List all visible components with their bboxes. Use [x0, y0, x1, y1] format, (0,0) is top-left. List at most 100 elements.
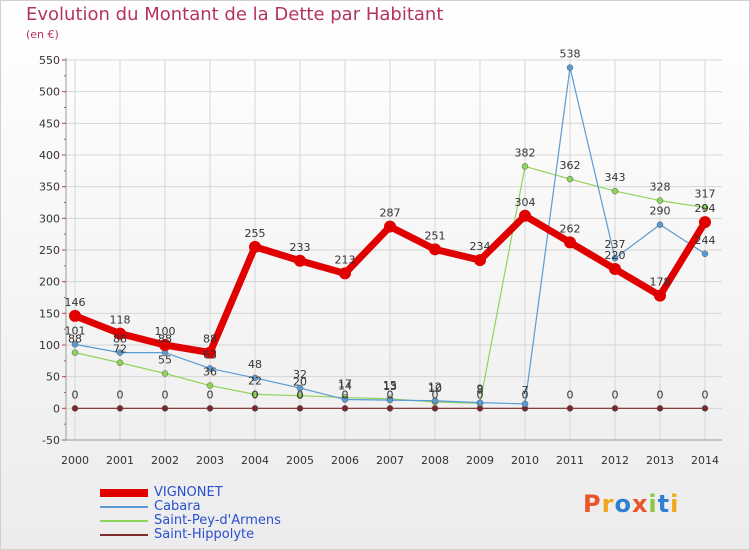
data-label-1: 32 — [293, 368, 307, 381]
data-point-3 — [611, 405, 619, 412]
data-label-3: 0 — [342, 388, 349, 401]
data-point-3 — [341, 405, 349, 412]
chart-title: Evolution du Montant de la Dette par Hab… — [26, 4, 444, 25]
x-tick-label: 2013 — [646, 454, 674, 467]
data-label-1: 88 — [158, 333, 172, 346]
data-point-3 — [116, 405, 124, 412]
data-point-1 — [116, 349, 124, 356]
data-label-2: 17 — [338, 378, 352, 391]
data-label-2: 317 — [695, 188, 716, 201]
data-label-3: 0 — [432, 388, 439, 401]
x-tick-label: 2010 — [511, 454, 539, 467]
data-point-2 — [161, 370, 169, 377]
data-label-3: 0 — [72, 388, 79, 401]
data-label-3: 0 — [567, 388, 574, 401]
data-point-2 — [656, 197, 664, 204]
data-point-0 — [429, 243, 441, 256]
y-tick-label: 500 — [39, 86, 60, 99]
legend-item: Cabara — [100, 500, 281, 514]
data-label-2: 88 — [68, 333, 82, 346]
data-point-3 — [431, 405, 439, 412]
data-label-1: 13 — [383, 380, 397, 393]
legend-item: Saint-Hippolyte — [100, 528, 281, 542]
data-label-0: 287 — [380, 207, 401, 220]
data-label-3: 0 — [387, 388, 394, 401]
data-point-3 — [566, 405, 574, 412]
data-point-3 — [71, 405, 79, 412]
data-label-3: 0 — [477, 388, 484, 401]
data-label-0: 220 — [605, 249, 626, 262]
data-point-2 — [116, 359, 124, 366]
legend-item: Saint-Pey-d'Armens — [100, 514, 281, 528]
data-label-2: 55 — [158, 354, 172, 367]
data-point-3 — [206, 405, 214, 412]
data-point-0 — [519, 209, 531, 222]
legend-swatch — [100, 506, 148, 508]
data-label-0: 100 — [155, 325, 176, 338]
x-tick-label: 2011 — [556, 454, 584, 467]
data-label-0: 255 — [245, 227, 266, 240]
chart-unit-label: (en €) — [26, 28, 59, 41]
legend-label: Cabara — [154, 499, 201, 514]
data-label-3: 0 — [117, 388, 124, 401]
data-label-0: 294 — [695, 202, 716, 215]
data-point-3 — [161, 405, 169, 412]
data-label-2: 8 — [477, 383, 484, 396]
data-label-3: 0 — [252, 388, 259, 401]
data-point-2 — [71, 349, 79, 356]
y-tick-label: 400 — [39, 149, 60, 162]
x-tick-label: 2002 — [151, 454, 179, 467]
data-point-2 — [701, 204, 709, 211]
data-label-0: 251 — [425, 229, 446, 242]
legend-label: Saint-Pey-d'Armens — [154, 513, 281, 528]
x-tick-label: 2001 — [106, 454, 134, 467]
data-label-0: 178 — [650, 276, 671, 289]
data-label-3: 0 — [657, 388, 664, 401]
data-point-1 — [386, 396, 394, 404]
data-point-1 — [206, 365, 214, 372]
data-label-0: 88 — [203, 333, 217, 346]
x-tick-label: 2009 — [466, 454, 494, 467]
data-point-0 — [249, 240, 261, 253]
data-label-2: 22 — [248, 374, 262, 387]
data-label-0: 262 — [560, 222, 581, 235]
data-point-0 — [564, 236, 576, 249]
data-point-0 — [339, 267, 351, 280]
legend-swatch — [100, 520, 148, 522]
y-tick-label: 250 — [39, 244, 60, 257]
data-point-1 — [476, 399, 484, 406]
data-label-3: 0 — [522, 388, 529, 401]
y-tick-label: 350 — [39, 181, 60, 194]
data-label-2: 362 — [560, 159, 581, 172]
x-tick-label: 2005 — [286, 454, 314, 467]
data-label-2: 328 — [650, 181, 671, 194]
proxiti-logo: Proxiti — [583, 490, 680, 518]
data-point-3 — [296, 405, 304, 412]
legend: VIGNONET Cabara Saint-Pey-d'Armens Saint-Hi… — [100, 486, 281, 542]
data-point-0 — [384, 220, 396, 233]
legend-label: VIGNONET — [154, 485, 223, 500]
data-label-0: 213 — [335, 253, 356, 266]
x-tick-label: 2004 — [241, 454, 269, 467]
data-label-3: 0 — [207, 388, 214, 401]
y-tick-label: 100 — [39, 339, 60, 352]
y-tick-label: -50 — [42, 434, 60, 447]
data-label-0: 146 — [65, 296, 86, 309]
data-label-3: 0 — [612, 388, 619, 401]
x-tick-label: 2014 — [691, 454, 719, 467]
data-point-1 — [521, 400, 529, 408]
data-label-1: 237 — [605, 238, 626, 251]
data-point-2 — [206, 382, 214, 389]
data-point-1 — [296, 384, 304, 392]
data-label-1: 244 — [695, 234, 716, 247]
data-label-1: 9 — [477, 383, 484, 396]
data-label-3: 0 — [702, 388, 709, 401]
data-label-3: 0 — [162, 388, 169, 401]
data-point-3 — [386, 405, 394, 412]
legend-item: VIGNONET — [100, 486, 281, 500]
data-point-2 — [251, 391, 259, 398]
data-point-0 — [609, 263, 621, 275]
data-point-2 — [566, 175, 574, 183]
data-point-0 — [159, 339, 171, 351]
